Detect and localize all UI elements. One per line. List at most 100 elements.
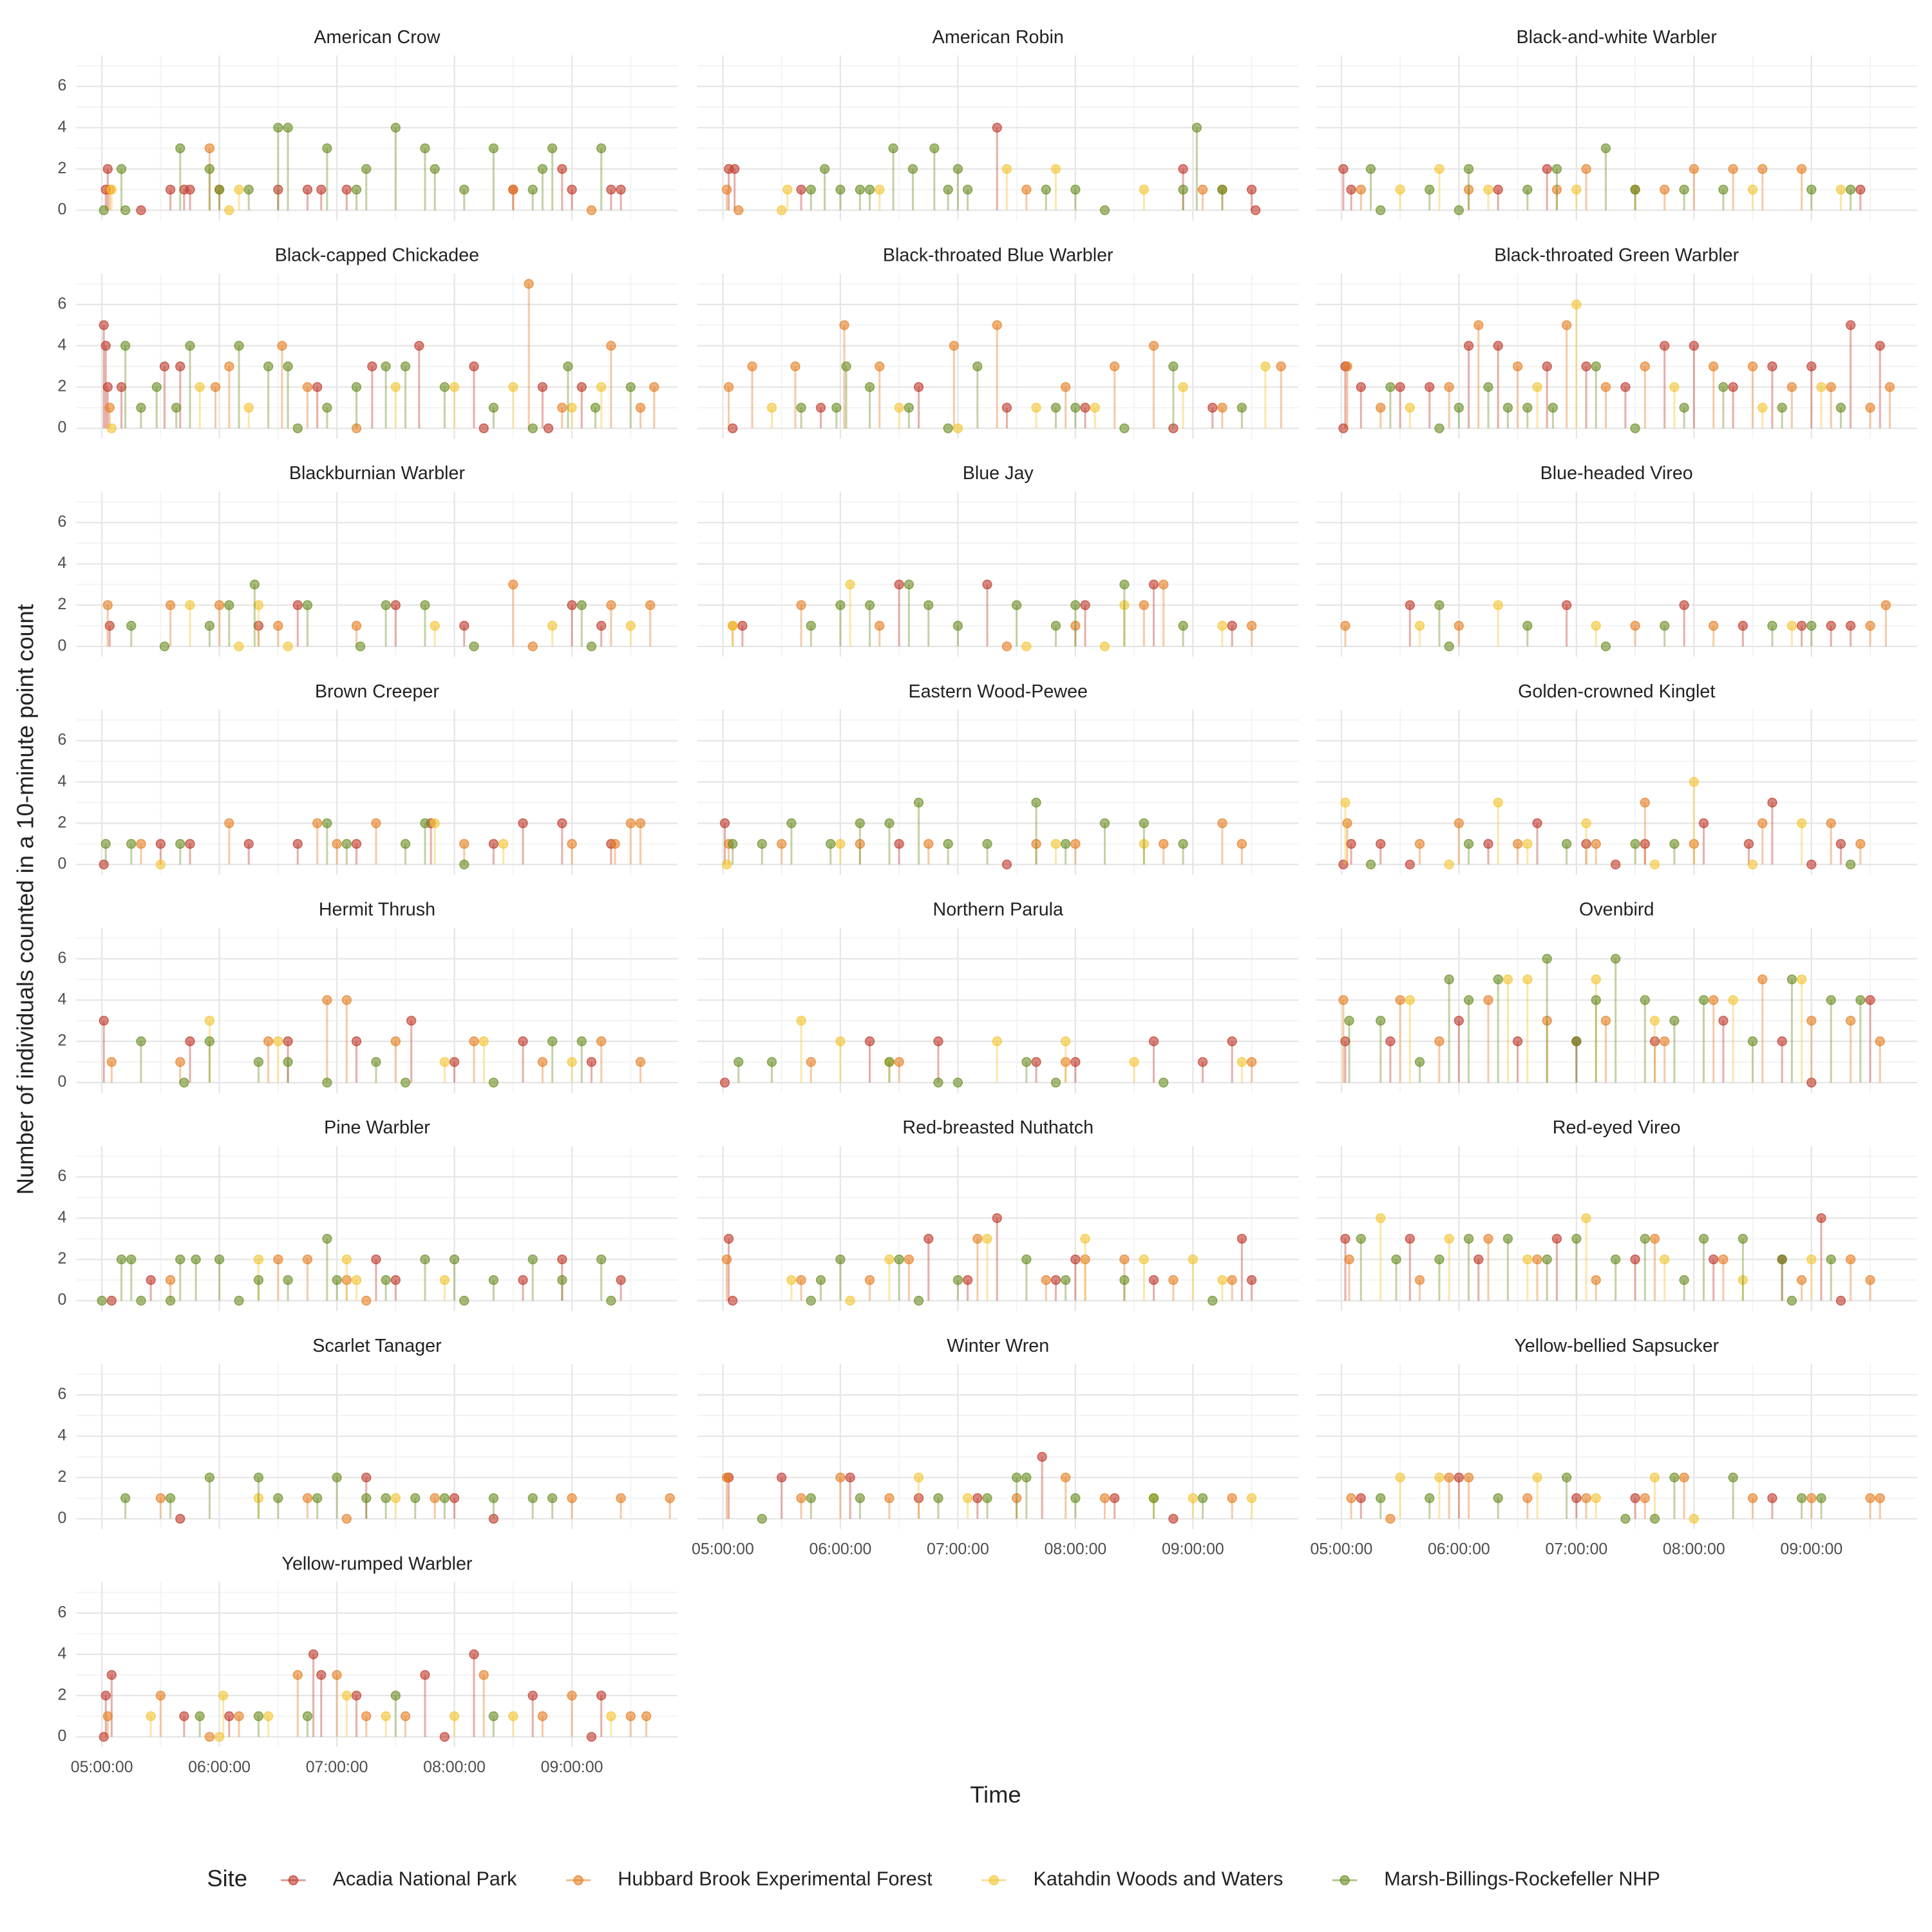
point [723, 382, 734, 392]
point [146, 1711, 156, 1721]
point [283, 122, 293, 133]
point [302, 600, 313, 611]
point [1679, 1472, 1689, 1482]
point [430, 621, 440, 631]
point [1826, 1254, 1836, 1265]
point [449, 1057, 460, 1067]
point [982, 579, 992, 590]
point [1835, 184, 1846, 195]
point [590, 402, 601, 413]
point [1011, 1493, 1022, 1503]
point [1698, 818, 1709, 828]
point [567, 1493, 577, 1503]
point [786, 1274, 797, 1285]
point [1050, 838, 1061, 849]
point [351, 184, 362, 195]
point [1660, 184, 1670, 195]
point [1434, 1472, 1444, 1482]
point [224, 205, 234, 216]
point [1747, 1493, 1758, 1503]
point [1728, 1472, 1738, 1482]
y-tick-label: 4 [57, 772, 66, 790]
point [1340, 797, 1350, 808]
y-tick-label: 6 [57, 1603, 66, 1621]
point [923, 600, 934, 611]
point [508, 1711, 518, 1721]
point [302, 1254, 313, 1265]
point [106, 1296, 117, 1306]
point [322, 1077, 332, 1088]
point [116, 382, 127, 392]
point [1342, 361, 1352, 372]
point [625, 1711, 636, 1721]
y-tick-label: 2 [57, 813, 66, 831]
point [175, 1057, 185, 1067]
point [796, 1493, 806, 1503]
point [1532, 818, 1542, 828]
point [1738, 1233, 1748, 1244]
point [1119, 423, 1130, 433]
point [1444, 641, 1454, 652]
point [635, 1057, 646, 1067]
point [430, 1493, 440, 1503]
point [1050, 402, 1061, 413]
point [737, 621, 748, 631]
point [576, 600, 587, 611]
point [1139, 1254, 1149, 1265]
point [913, 1296, 924, 1306]
point [721, 1472, 732, 1482]
point [1728, 382, 1738, 392]
point [1405, 402, 1416, 413]
point [1591, 838, 1601, 849]
point [1376, 1016, 1386, 1026]
point [1246, 1493, 1257, 1503]
point [586, 1732, 597, 1742]
point [508, 382, 518, 392]
point [155, 838, 166, 849]
point [155, 1493, 166, 1503]
point [1376, 838, 1386, 849]
point [596, 143, 607, 153]
point [557, 818, 567, 828]
point [894, 838, 904, 849]
point [904, 579, 914, 590]
point [933, 1077, 943, 1088]
point [855, 1493, 865, 1503]
point [1050, 164, 1061, 175]
point [835, 600, 846, 611]
point [351, 621, 362, 631]
point [1767, 797, 1777, 808]
point [498, 838, 509, 849]
y-tick-label: 4 [57, 1208, 66, 1226]
point [312, 818, 323, 828]
point [171, 402, 182, 413]
facet-title: Blackburnian Warbler [289, 463, 466, 484]
point [563, 361, 573, 372]
legend-item: Marsh-Billings-Rockefeller NHP [1332, 1868, 1660, 1890]
point [1473, 320, 1484, 330]
point [933, 1036, 943, 1046]
point [439, 1493, 450, 1503]
point [1649, 1513, 1660, 1524]
facet-title: Black-throated Green Warbler [1494, 245, 1739, 266]
y-tick-label: 6 [57, 1385, 66, 1403]
point [341, 1690, 352, 1701]
point [1698, 1233, 1709, 1244]
point [1119, 1274, 1130, 1285]
facet-title: Yellow-bellied Sapsucker [1514, 1336, 1719, 1356]
point [962, 184, 973, 195]
point [567, 402, 577, 413]
point [1444, 382, 1454, 392]
point [1434, 423, 1444, 433]
point [1796, 974, 1807, 985]
point [1512, 1036, 1523, 1046]
point [537, 382, 548, 392]
point [420, 818, 430, 828]
point [283, 641, 293, 652]
point [1414, 838, 1425, 849]
point [165, 1274, 176, 1285]
point [786, 818, 797, 828]
facet-panel: Black-throated Blue Warbler [697, 245, 1299, 439]
point [1757, 974, 1768, 985]
point [888, 143, 898, 153]
